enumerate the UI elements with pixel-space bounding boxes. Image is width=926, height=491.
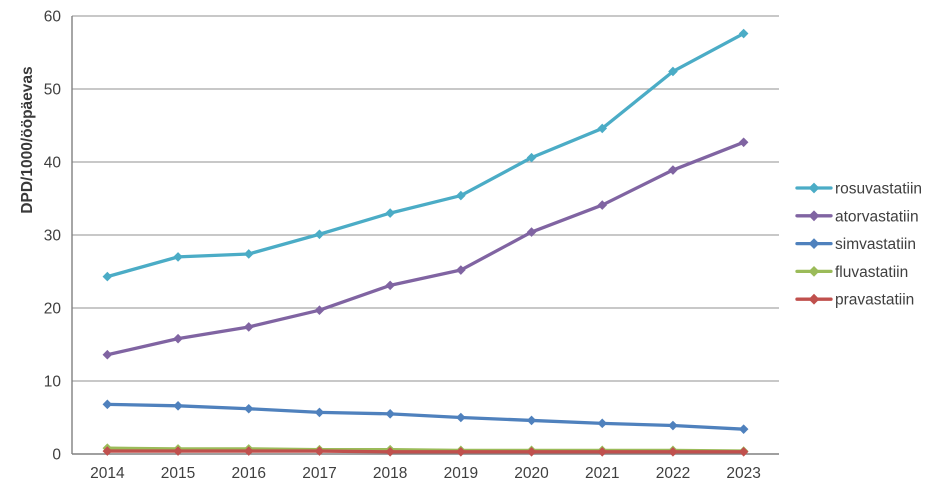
y-tick-label: 20 [44,301,62,318]
legend-marker-icon-atorvastatiin [808,210,820,222]
data-point-rosuvastatiin [597,123,608,134]
data-point-atorvastatiin [243,322,254,332]
data-point-rosuvastatiin [385,208,395,218]
legend-marker-icon-fluvastatiin [808,266,820,277]
data-point-pravastatiin [102,446,113,456]
x-tick-label: 2022 [656,465,690,482]
series-line-pravastatiin [105,449,746,454]
data-point-simvastatiin [526,415,537,426]
data-point-simvastatiin [314,407,325,418]
data-point-simvastatiin [456,412,466,423]
data-point-pravastatiin [738,447,749,457]
data-point-rosuvastatiin [668,66,678,77]
data-point-simvastatiin [738,424,749,434]
legend-label-fluvastatiin: fluvastatiin [835,264,908,281]
data-point-pravastatiin [243,446,254,456]
data-point-rosuvastatiin [526,152,537,163]
data-point-atorvastatiin [102,349,113,360]
data-point-simvastatiin [102,399,113,410]
data-point-pravastatiin [314,446,325,456]
series-line-rosuvastatiin [105,31,746,279]
data-point-atorvastatiin [597,200,608,210]
data-point-pravastatiin [668,447,678,457]
data-point-rosuvastatiin [738,28,749,39]
x-tick-label: 2023 [726,465,760,482]
x-tick-label: 2015 [161,465,195,482]
legend-marker-icon-simvastatiin [808,238,820,249]
data-point-simvastatiin [385,409,395,419]
data-point-rosuvastatiin [173,252,183,262]
data-point-atorvastatiin [738,137,749,148]
x-tick-label: 2019 [444,465,478,482]
data-point-simvastatiin [243,403,254,414]
legend-marker-icon-pravastatiin [808,293,820,305]
data-point-rosuvastatiin [243,249,254,259]
data-point-pravastatiin [173,446,183,456]
x-tick-label: 2014 [90,465,125,482]
data-point-atorvastatiin [526,227,537,237]
legend-label-simvastatiin: simvastatiin [835,236,916,253]
y-tick-label: 60 [44,9,62,26]
y-axis-title: DPD/1000/ööpäevas [19,66,36,214]
x-tick-label: 2017 [302,465,336,482]
x-tick-label: 2018 [373,465,407,482]
data-point-pravastatiin [597,447,608,457]
data-point-simvastatiin [173,401,183,411]
y-tick-label: 50 [44,82,62,99]
data-point-pravastatiin [526,447,537,457]
data-point-atorvastatiin [173,333,183,344]
data-point-atorvastatiin [385,280,395,291]
legend-marker-icon-rosuvastatiin [808,182,820,194]
series-line-atorvastatiin [105,140,746,357]
x-tick-label: 2021 [585,465,619,482]
data-point-atorvastatiin [314,305,325,315]
y-tick-label: 30 [44,228,62,245]
legend-label-rosuvastatiin: rosuvastatiin [835,181,922,198]
x-tick-label: 2016 [232,465,266,482]
y-tick-label: 0 [52,447,61,464]
y-tick-label: 40 [44,155,62,172]
legend-label-atorvastatiin: atorvastatiin [835,208,919,225]
data-point-pravastatiin [385,447,395,457]
data-point-simvastatiin [597,418,608,429]
data-point-atorvastatiin [456,265,466,275]
data-point-pravastatiin [456,447,466,457]
legend-label-pravastatiin: pravastatiin [835,292,914,309]
data-point-rosuvastatiin [102,271,113,282]
data-point-atorvastatiin [668,165,678,175]
x-tick-label: 2020 [514,465,549,482]
data-point-rosuvastatiin [314,229,325,240]
data-point-simvastatiin [668,420,678,431]
data-point-rosuvastatiin [456,190,466,201]
y-tick-label: 10 [44,374,62,391]
series-line-simvastatiin [105,402,746,431]
